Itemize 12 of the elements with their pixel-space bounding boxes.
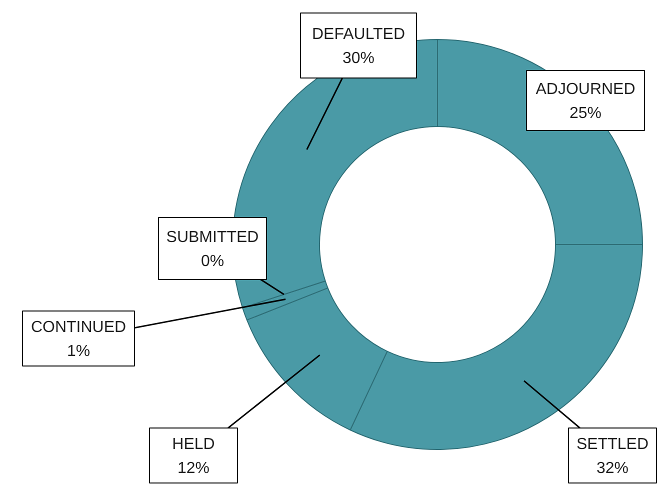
text: 0% (200, 253, 224, 270)
data-label: 1% (66, 343, 90, 360)
slice-label: HELD (172, 436, 215, 453)
data-label: 12% (177, 460, 210, 477)
slice-label: CONTINUED (30, 319, 126, 336)
data-label: 32% (596, 460, 629, 477)
slice-label: SETTLED (576, 436, 649, 453)
slice-label: ADJOURNED (536, 81, 636, 98)
data-label: 30% (342, 50, 375, 67)
slice-label: DEFAULTED (312, 26, 406, 43)
data-label: 25% (569, 105, 602, 122)
category-label: SUBMITTED (166, 229, 259, 246)
